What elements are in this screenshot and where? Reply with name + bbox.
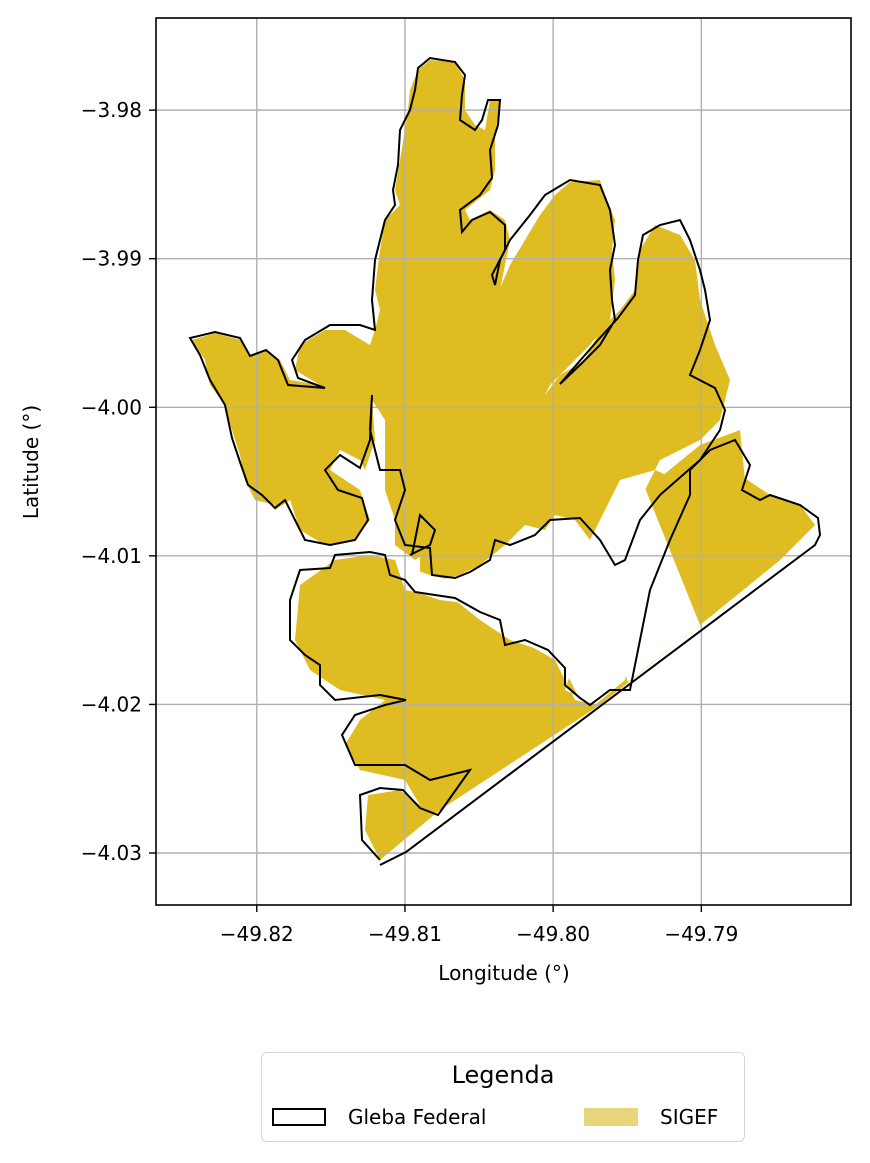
tick-labels: −49.82 −49.81 −49.80 −49.79 −3.98 −3.99 −4.00 −… bbox=[81, 98, 739, 946]
gap-channel-south bbox=[500, 585, 595, 705]
legend-label-sigef: SIGEF bbox=[660, 1105, 719, 1129]
sigef-east-polygon bbox=[645, 430, 815, 625]
gap-diamond bbox=[590, 488, 700, 682]
legend-swatch-gleba-federal bbox=[272, 1108, 326, 1126]
axes-frame bbox=[155, 17, 852, 906]
sigef-main-polygon bbox=[192, 60, 815, 860]
legend-entry-sigef: SIGEF bbox=[584, 1105, 718, 1129]
y-tick-label: −3.98 bbox=[81, 98, 142, 122]
legend-swatch-sigef bbox=[584, 1108, 638, 1126]
x-tick-label: −49.82 bbox=[220, 922, 294, 946]
y-tick-label: −4.01 bbox=[81, 544, 142, 568]
gap-channel-mid bbox=[400, 565, 505, 605]
y-tick-label: −3.99 bbox=[81, 247, 142, 271]
x-tick-label: −49.80 bbox=[516, 922, 590, 946]
x-axis-label: Longitude (°) bbox=[438, 961, 569, 985]
gleba-federal-polygon bbox=[188, 56, 822, 866]
y-tick-label: −4.03 bbox=[81, 841, 142, 865]
sigef-gaps bbox=[400, 488, 700, 705]
y-tick-label: −4.02 bbox=[81, 692, 142, 716]
x-tick-label: −49.81 bbox=[368, 922, 442, 946]
y-tick-label: −4.00 bbox=[81, 395, 142, 419]
legend-label-gleba-federal: Gleba Federal bbox=[348, 1105, 487, 1129]
legend: Legenda Gleba Federal SIGEF bbox=[261, 1052, 745, 1142]
legend-title: Legenda bbox=[451, 1061, 555, 1089]
grid bbox=[156, 18, 851, 905]
legend-entry-gleba-federal: Gleba Federal bbox=[272, 1105, 486, 1129]
sigef-polygons bbox=[192, 60, 815, 860]
x-tick-label: −49.79 bbox=[664, 922, 738, 946]
ticks bbox=[149, 109, 703, 912]
y-axis-label: Latitude (°) bbox=[19, 405, 43, 519]
